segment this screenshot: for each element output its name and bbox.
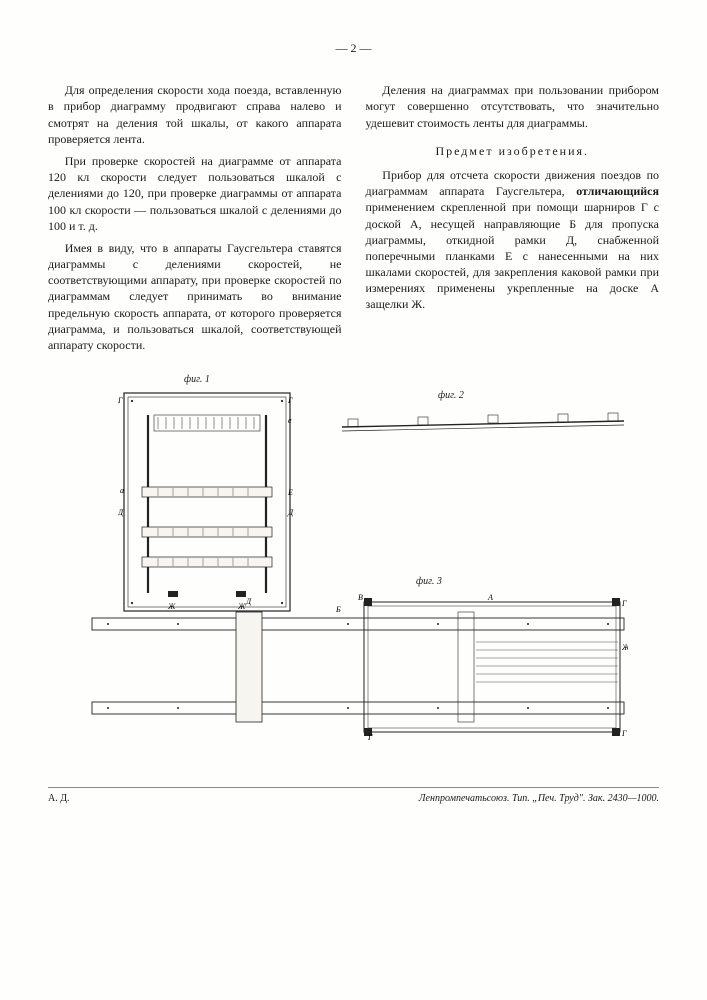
svg-text:Д: Д bbox=[118, 508, 124, 517]
right-p1: Деления на диаграммах при пользовании пр… bbox=[366, 82, 660, 131]
page-number: — 2 — bbox=[48, 40, 659, 56]
right-p2-bold: отличающийся bbox=[576, 184, 659, 198]
svg-text:а: а bbox=[120, 486, 124, 495]
svg-text:Г: Г bbox=[367, 733, 373, 742]
left-p3: Имея в виду, что в аппараты Гаусгельтера… bbox=[48, 240, 342, 353]
footer: А. Д. Ленпромпечатьсоюз. Тип. „Печ. Труд… bbox=[48, 787, 659, 806]
right-p2: Прибор для отсчета скорости движения пое… bbox=[366, 167, 660, 313]
fig1-label: фиг. 1 bbox=[184, 373, 210, 387]
footer-right: Ленпромпечатьсоюз. Тип. „Печ. Труд". Зак… bbox=[419, 792, 659, 806]
right-column: Деления на диаграммах при пользовании пр… bbox=[366, 82, 660, 359]
fig3-label: фиг. 3 bbox=[416, 575, 442, 589]
left-p1: Для определения скорости хода поезда, вс… bbox=[48, 82, 342, 147]
svg-text:Г: Г bbox=[287, 396, 293, 405]
svg-text:Д: Д bbox=[245, 597, 252, 606]
text-columns: Для определения скорости хода поезда, вс… bbox=[48, 82, 659, 359]
svg-text:Д: Д bbox=[287, 508, 294, 517]
svg-text:Г: Г bbox=[621, 729, 627, 738]
svg-text:Б: Б bbox=[335, 605, 341, 614]
figures-block: фиг. 1 фиг. 2 фиг. 3 bbox=[48, 387, 659, 777]
svg-text:Г: Г bbox=[621, 599, 627, 608]
subject-header: Предмет изобретения. bbox=[366, 143, 660, 159]
svg-text:Е: Е bbox=[287, 488, 293, 497]
svg-text:А: А bbox=[487, 593, 493, 602]
svg-text:Ж: Ж bbox=[621, 643, 628, 652]
fig2-svg bbox=[338, 405, 628, 439]
footer-left: А. Д. bbox=[48, 792, 70, 806]
svg-text:е: е bbox=[288, 416, 292, 425]
svg-text:В: В bbox=[358, 593, 363, 602]
fig3-svg: Д В А Г Г Г Б Ж bbox=[88, 592, 628, 742]
fig1-svg: Г Г е Е Д Д а Ж Ж bbox=[118, 387, 296, 617]
svg-text:Г: Г bbox=[118, 396, 123, 405]
left-column: Для определения скорости хода поезда, вс… bbox=[48, 82, 342, 359]
left-p2: При проверке скоростей на диаграмме от а… bbox=[48, 153, 342, 234]
fig2-label: фиг. 2 bbox=[438, 389, 464, 403]
right-p2-after: применением скрепленной при помощи шарни… bbox=[366, 200, 660, 311]
